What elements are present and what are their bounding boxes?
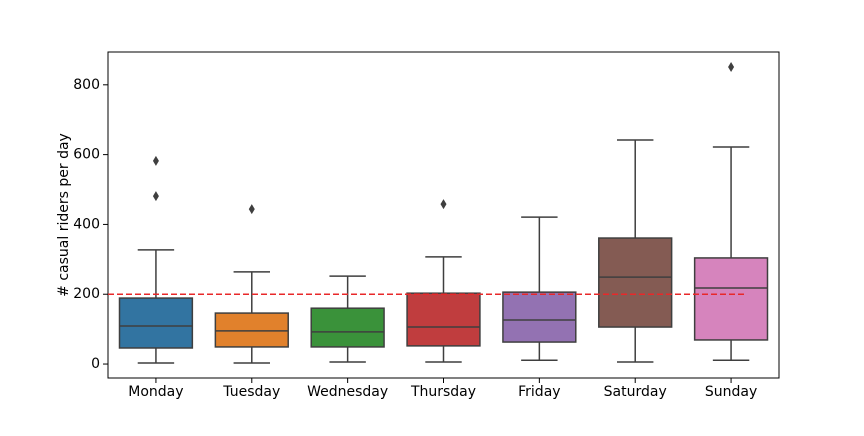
- outlier: [440, 199, 447, 210]
- box: [406, 292, 481, 347]
- box: [118, 297, 194, 349]
- outlier: [152, 191, 159, 202]
- x-tick-label: Sunday: [705, 384, 757, 400]
- box: [598, 237, 673, 328]
- x-tick-label: Saturday: [604, 384, 667, 400]
- y-tick-label: 400: [73, 216, 100, 232]
- box: [214, 312, 289, 348]
- y-tick-label: 0: [91, 356, 100, 372]
- y-tick-label: 800: [73, 77, 100, 93]
- box: [310, 307, 385, 348]
- y-tick-label: 200: [73, 286, 100, 302]
- y-tick-label: 600: [73, 147, 100, 163]
- x-tick-label: Tuesday: [222, 384, 280, 400]
- box: [693, 257, 769, 341]
- outlier: [248, 204, 255, 215]
- x-tick-label: Friday: [518, 384, 560, 400]
- outlier: [728, 62, 735, 73]
- x-tick-label: Monday: [128, 384, 183, 400]
- outlier: [152, 155, 159, 166]
- y-axis-label: # casual riders per day: [56, 133, 72, 297]
- x-tick-label: Thursday: [410, 384, 476, 400]
- x-tick-label: Wednesday: [307, 384, 388, 400]
- box: [502, 291, 577, 343]
